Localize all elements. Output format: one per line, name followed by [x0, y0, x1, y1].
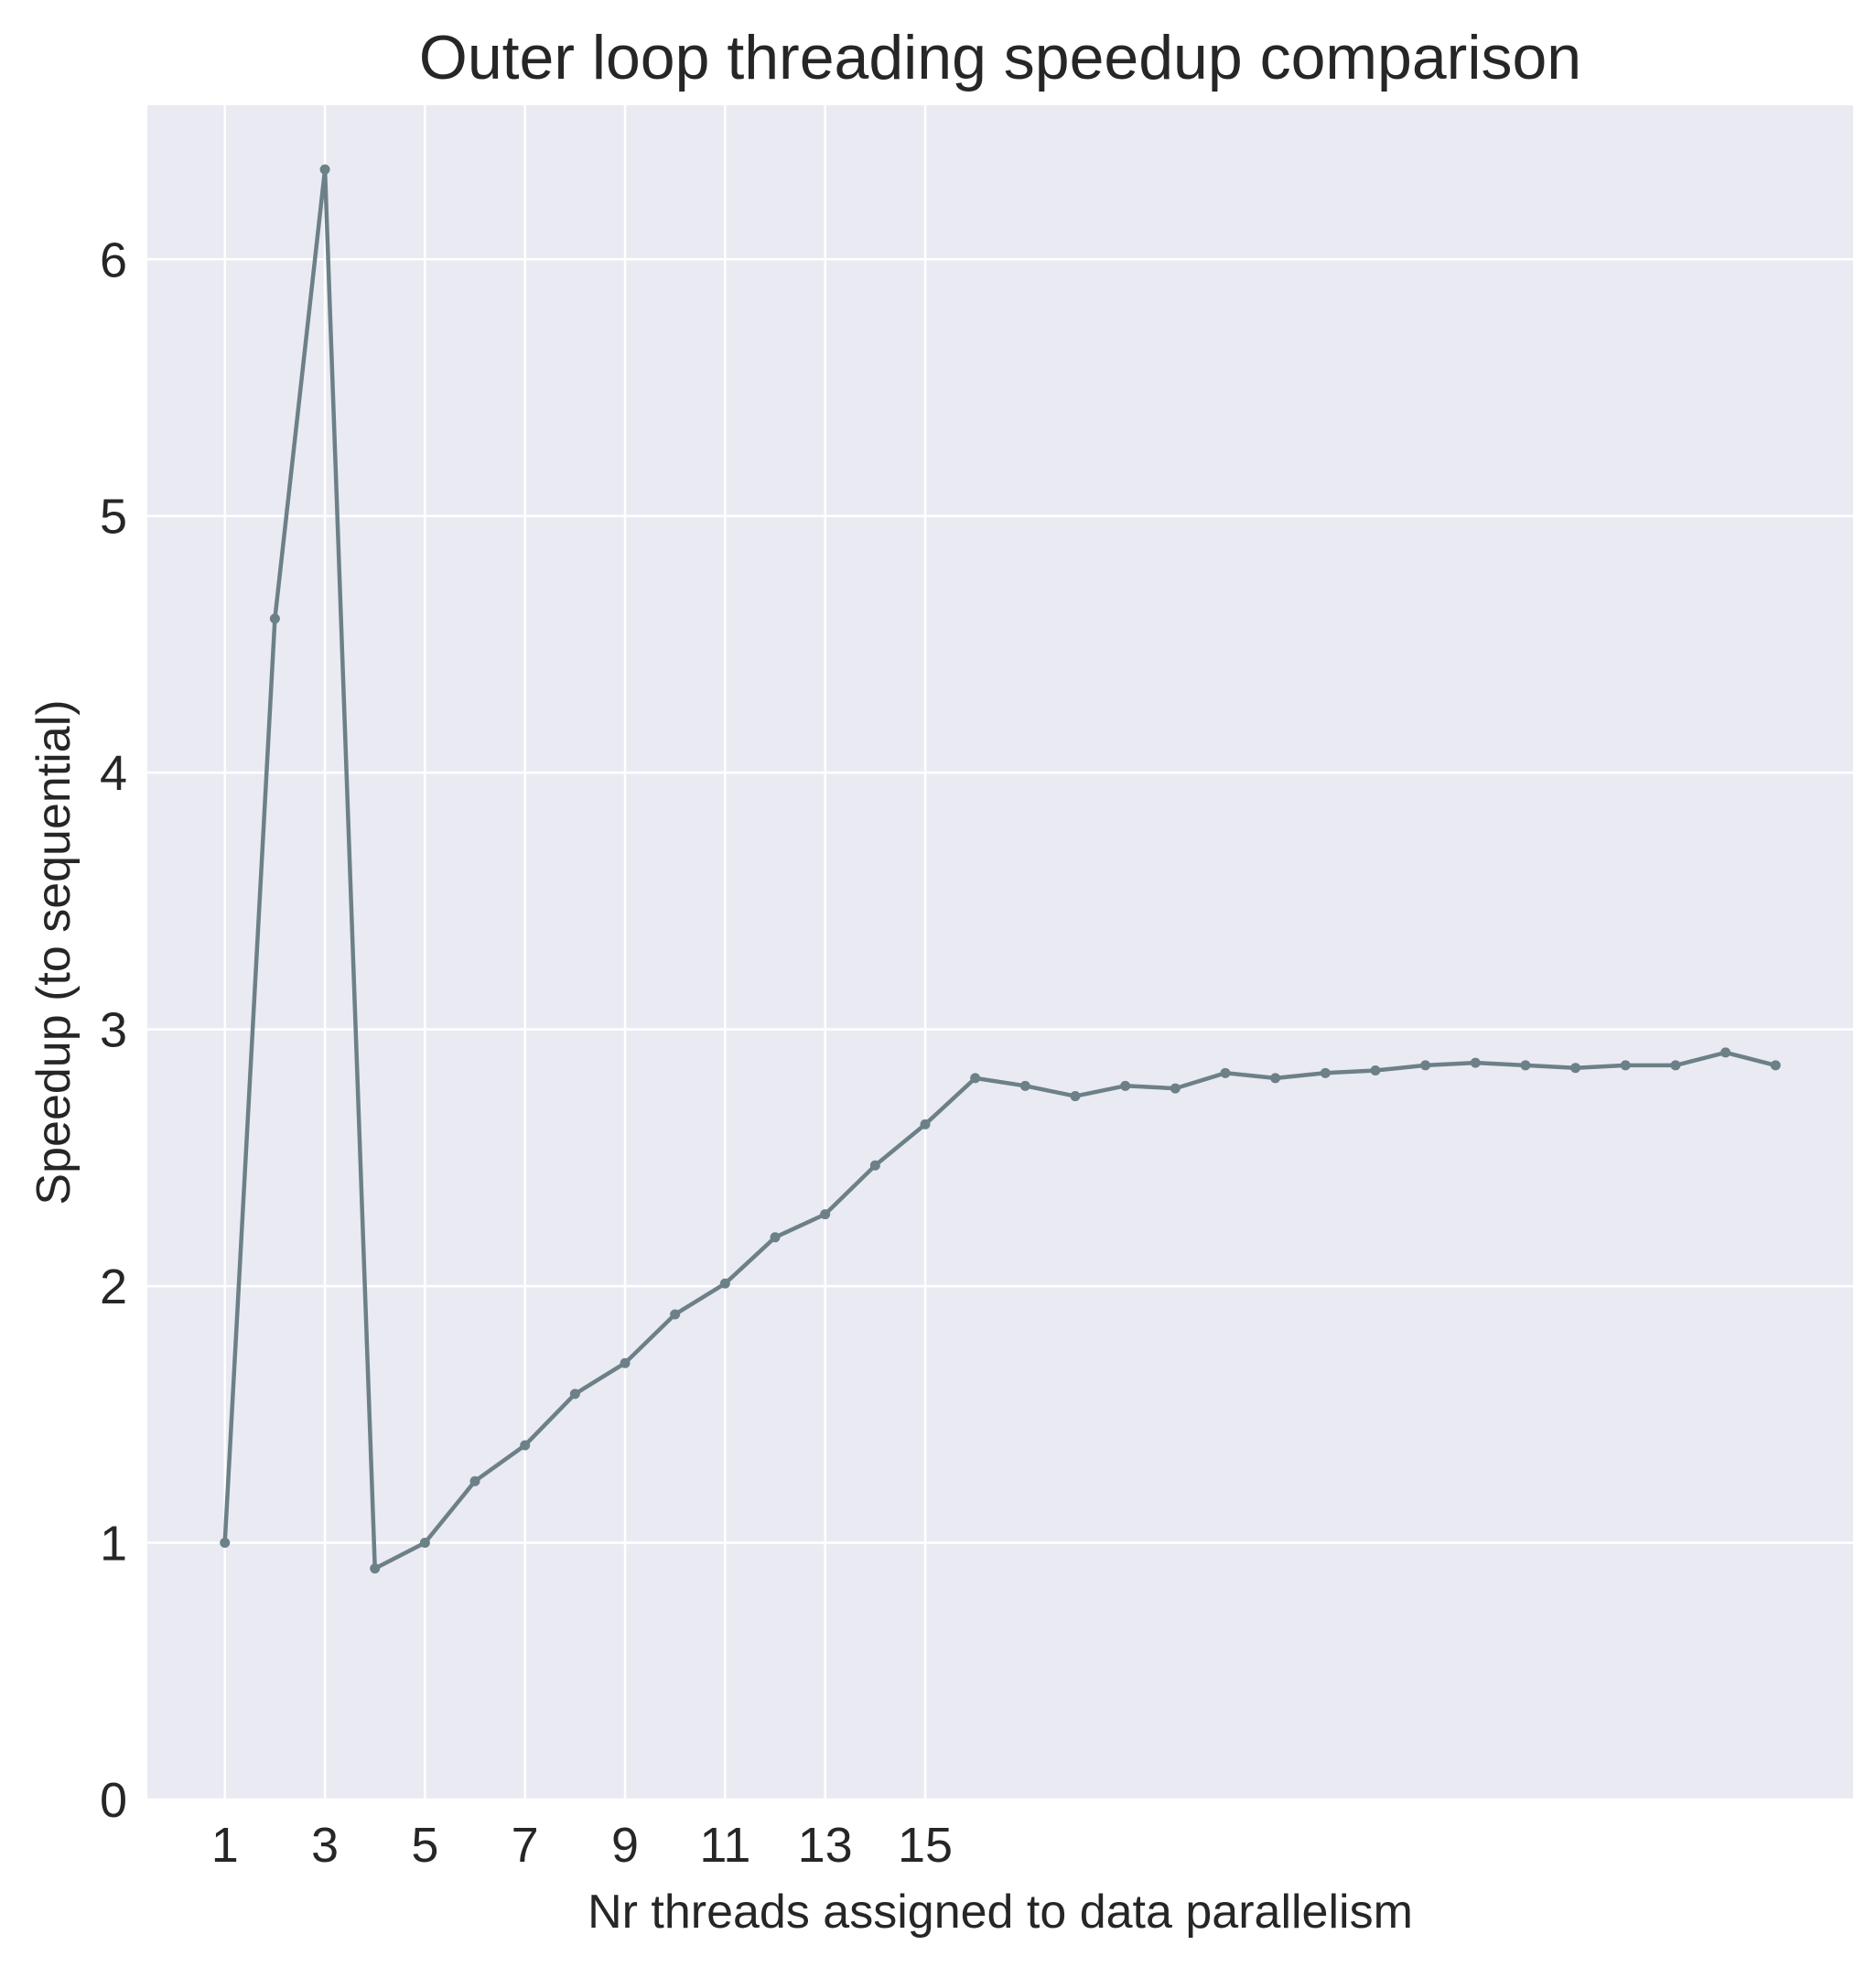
x-tick-label: 13: [798, 1818, 853, 1873]
chart-title: Outer loop threading speedup comparison: [419, 23, 1581, 92]
data-point: [1019, 1080, 1030, 1091]
data-point: [1620, 1060, 1631, 1071]
y-tick-label: 0: [100, 1773, 127, 1828]
x-tick-label: 1: [211, 1818, 239, 1873]
y-tick-label: 3: [100, 1003, 127, 1058]
data-point: [1520, 1060, 1531, 1071]
x-axis-label: Nr threads assigned to data parallelism: [588, 1886, 1413, 1939]
data-point: [319, 164, 330, 175]
data-point: [1570, 1063, 1581, 1074]
x-tick-label: 9: [611, 1818, 639, 1873]
y-tick-label: 5: [100, 490, 127, 545]
y-tick-label: 2: [100, 1259, 127, 1314]
x-tick-label: 5: [411, 1818, 438, 1873]
data-series: [220, 164, 1781, 1574]
data-point: [1220, 1067, 1231, 1078]
data-point: [820, 1209, 831, 1220]
data-point: [1370, 1065, 1381, 1076]
data-point: [569, 1389, 580, 1400]
data-point: [620, 1357, 631, 1368]
y-tick-label: 4: [100, 746, 127, 801]
data-point: [670, 1309, 681, 1320]
plot-area: [147, 105, 1853, 1799]
data-point: [220, 1538, 231, 1549]
data-point: [269, 613, 280, 624]
data-point: [920, 1119, 931, 1129]
data-point: [1120, 1080, 1131, 1091]
data-point: [1770, 1060, 1781, 1071]
data-point: [1420, 1060, 1431, 1071]
x-tick-label: 15: [898, 1818, 953, 1873]
data-point: [719, 1278, 730, 1289]
y-tick-label: 6: [100, 232, 127, 287]
data-point: [469, 1475, 480, 1486]
data-point: [970, 1073, 981, 1084]
data-point: [770, 1232, 781, 1243]
data-point: [520, 1440, 531, 1451]
x-tick-label: 3: [311, 1818, 339, 1873]
data-point: [1070, 1091, 1081, 1102]
data-point: [1720, 1047, 1731, 1058]
data-point: [370, 1563, 381, 1574]
data-point: [1270, 1073, 1281, 1084]
x-tick-label: 7: [512, 1818, 539, 1873]
series-line: [222, 167, 1778, 1571]
y-axis-label: Speedup (to sequential): [27, 699, 81, 1205]
data-point: [1470, 1057, 1481, 1068]
data-point: [869, 1160, 880, 1171]
data-point: [1170, 1083, 1181, 1094]
x-tick-label: 11: [699, 1818, 750, 1873]
y-tick-label: 1: [100, 1517, 127, 1572]
data-point: [419, 1538, 430, 1549]
data-point: [1320, 1067, 1331, 1078]
grid-lines: [147, 105, 1853, 1801]
data-point: [1670, 1060, 1681, 1071]
